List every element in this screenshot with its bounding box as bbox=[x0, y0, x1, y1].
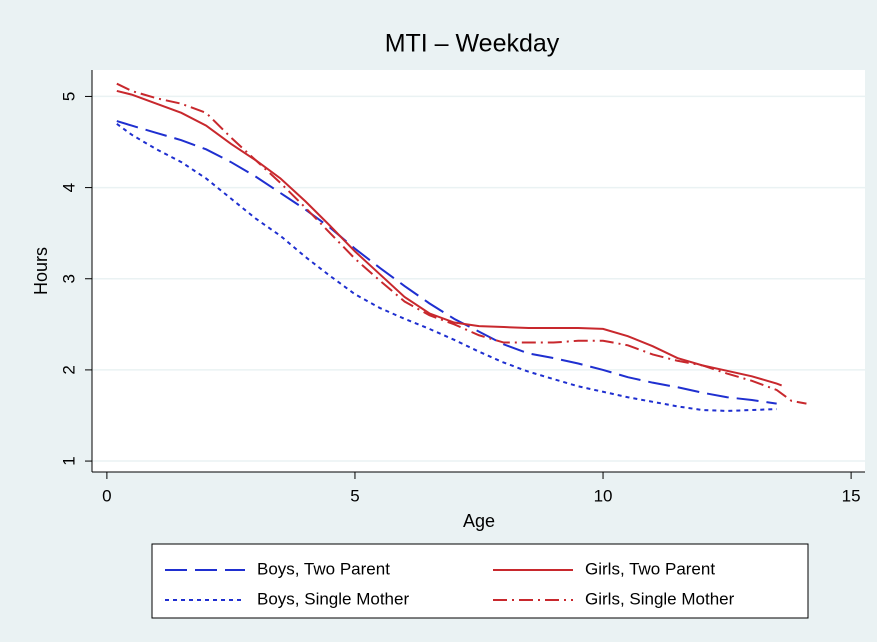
x-tick-label: 5 bbox=[350, 486, 359, 505]
legend-label: Boys, Two Parent bbox=[257, 559, 390, 578]
y-tick-label: 5 bbox=[59, 92, 78, 101]
y-tick-label: 4 bbox=[59, 183, 78, 192]
x-tick-label: 0 bbox=[102, 486, 111, 505]
x-tick-label: 10 bbox=[594, 486, 613, 505]
chart-title: MTI – Weekday bbox=[385, 30, 560, 58]
y-tick-label: 3 bbox=[59, 274, 78, 283]
y-axis-label: Hours bbox=[31, 247, 51, 295]
x-axis-label: Age bbox=[463, 511, 495, 531]
series-line bbox=[116, 120, 777, 405]
plot-area bbox=[92, 70, 865, 472]
y-tick-label: 2 bbox=[59, 365, 78, 374]
x-tick-label: 15 bbox=[842, 486, 861, 505]
legend bbox=[151, 543, 809, 619]
series-line bbox=[116, 82, 807, 405]
legend-label: Girls, Single Mother bbox=[585, 589, 735, 608]
legend-label: Girls, Two Parent bbox=[585, 559, 715, 578]
series-line bbox=[116, 122, 777, 412]
legend-label: Boys, Single Mother bbox=[257, 589, 409, 608]
y-tick-label: 1 bbox=[59, 456, 78, 465]
series-line bbox=[116, 89, 782, 387]
